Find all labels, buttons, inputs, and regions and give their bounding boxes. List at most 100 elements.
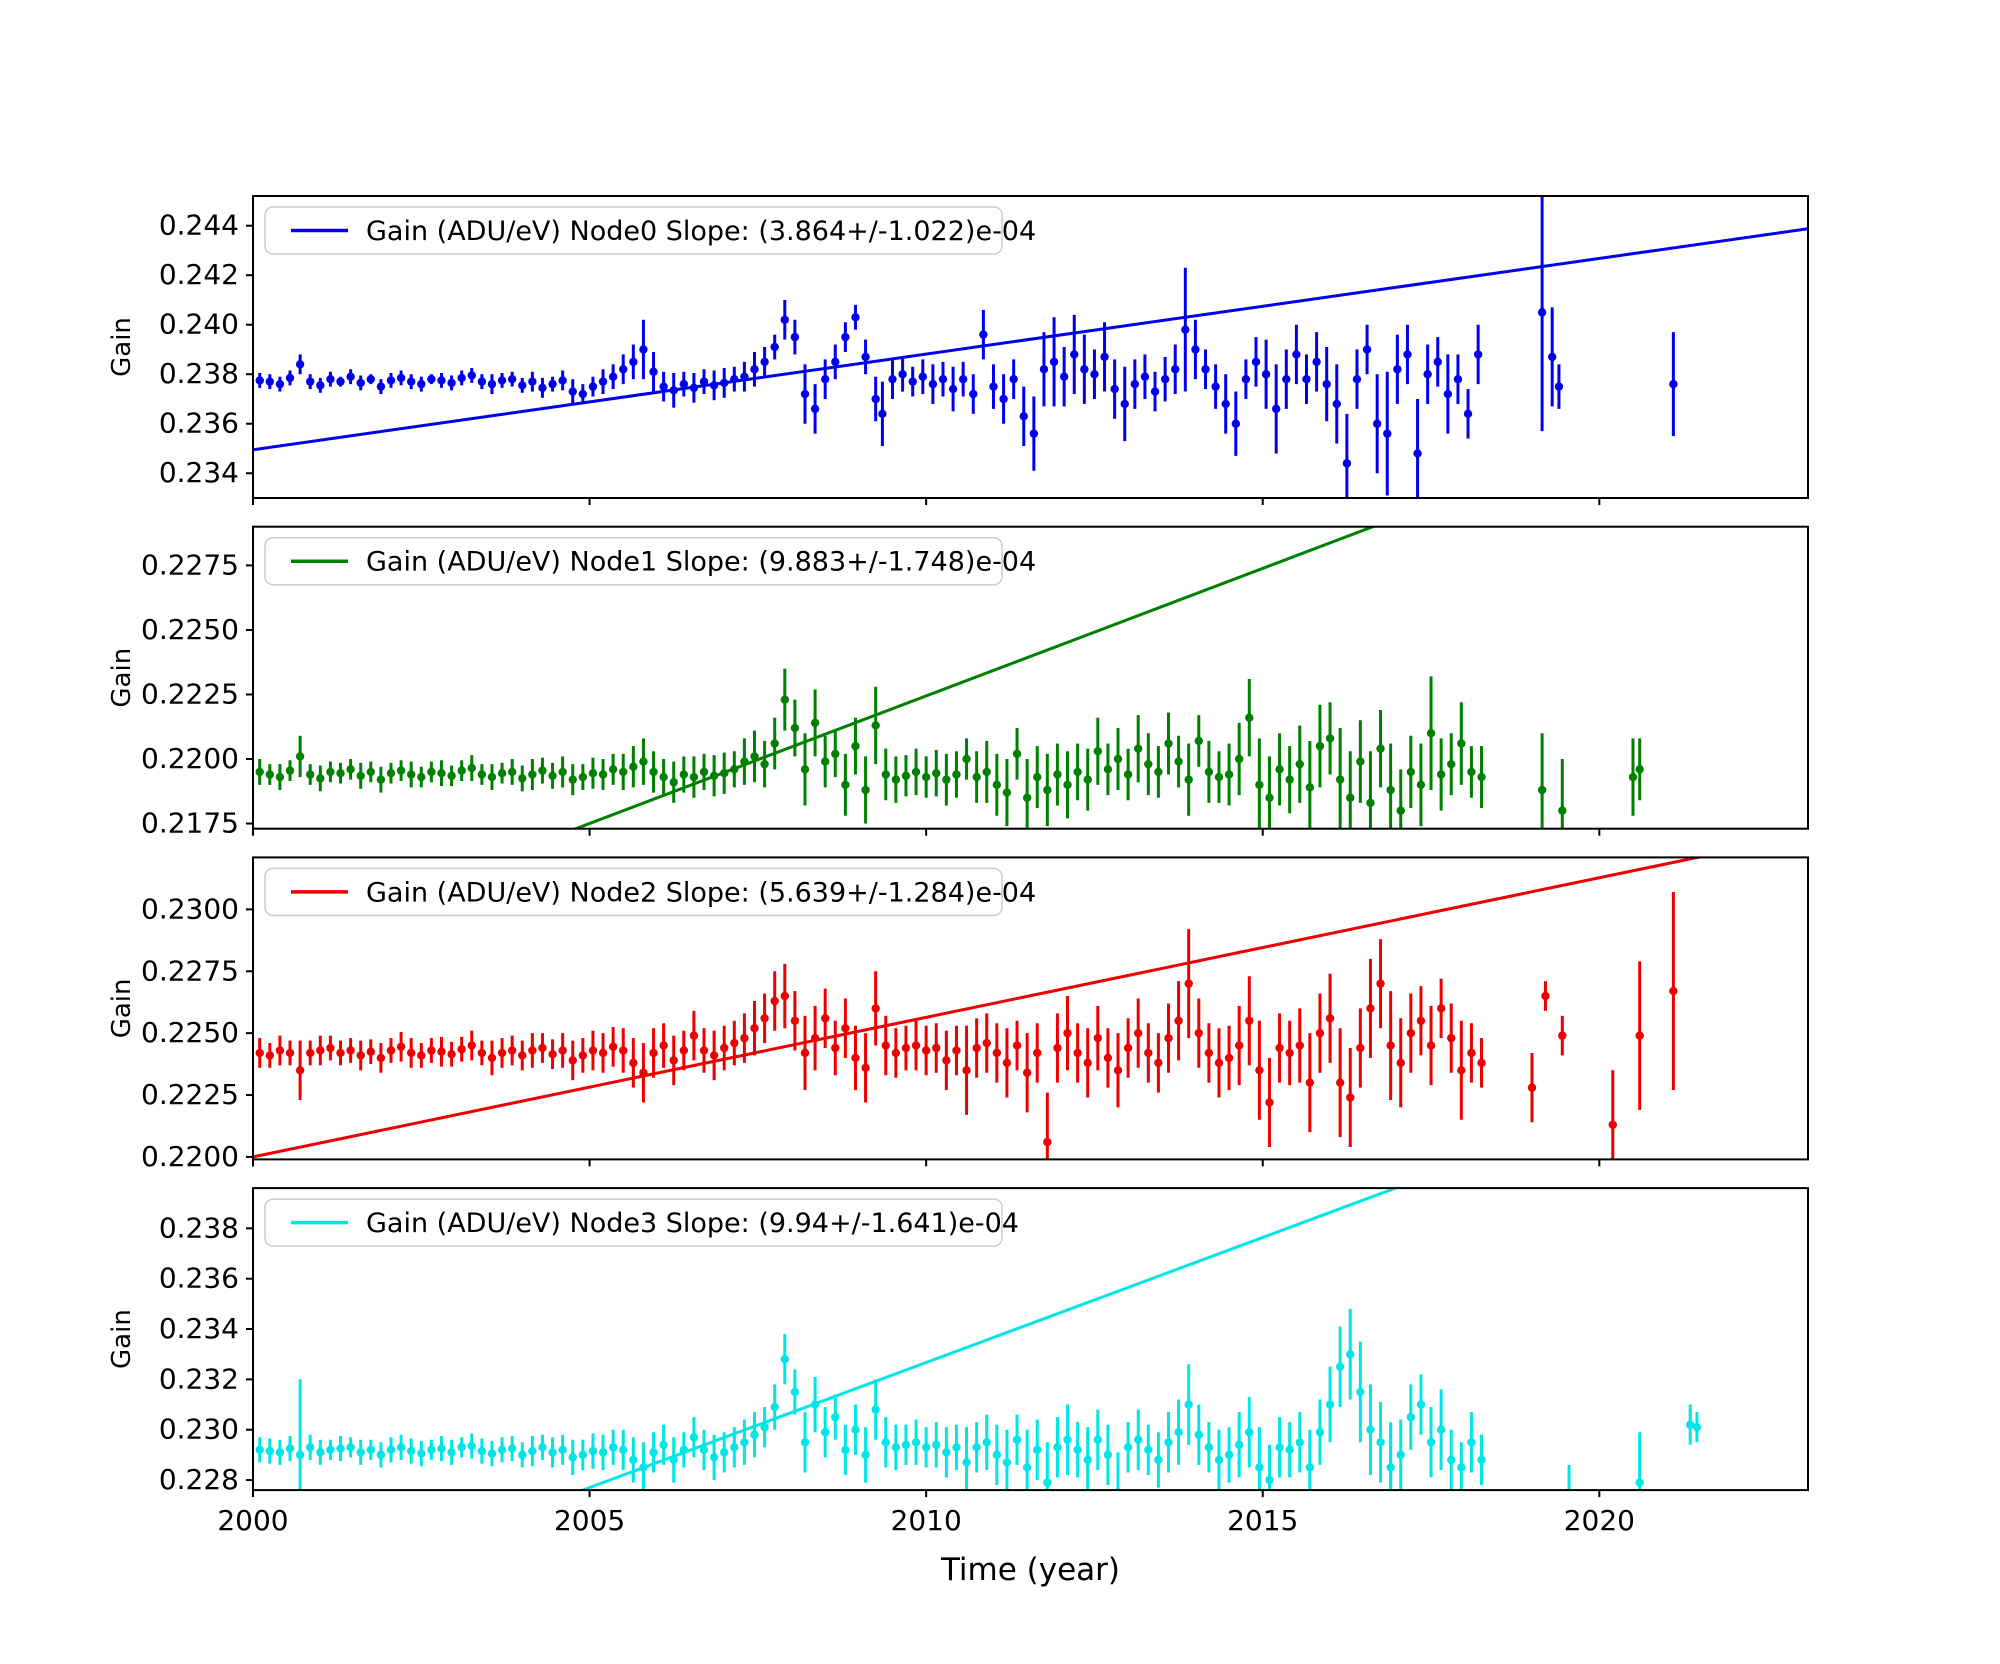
data-point xyxy=(871,1405,880,1414)
data-point xyxy=(1386,785,1395,795)
data-point xyxy=(1113,754,1123,764)
data-point xyxy=(932,769,941,778)
data-point xyxy=(979,330,988,339)
data-point xyxy=(639,345,648,354)
data-point xyxy=(447,378,456,388)
data-point xyxy=(800,389,810,399)
legend-label: Gain (ADU/eV) Node0 Slope: (3.864+/-1.02… xyxy=(366,216,1036,247)
data-point xyxy=(1426,728,1436,738)
data-point xyxy=(689,1031,699,1040)
data-point xyxy=(477,1048,487,1058)
data-point xyxy=(1140,372,1150,381)
data-point xyxy=(1245,1428,1254,1437)
data-point xyxy=(295,752,305,761)
data-point xyxy=(952,770,961,779)
data-point xyxy=(1171,365,1180,374)
data-point xyxy=(982,767,991,777)
data-point xyxy=(518,381,527,390)
data-point xyxy=(709,1453,719,1462)
data-point xyxy=(619,1046,628,1055)
data-point xyxy=(1285,1445,1294,1455)
data-point xyxy=(1204,1443,1214,1452)
data-point xyxy=(1191,345,1200,354)
data-point xyxy=(366,374,376,384)
data-point xyxy=(938,374,948,384)
data-point xyxy=(1416,1016,1426,1025)
data-point xyxy=(568,775,577,784)
data-point xyxy=(457,373,466,383)
data-point xyxy=(972,772,981,782)
data-point xyxy=(578,1051,588,1060)
data-point xyxy=(346,1443,355,1452)
y-tick-label: 0.242 xyxy=(159,258,239,291)
data-point xyxy=(447,1049,456,1059)
data-point xyxy=(316,1046,325,1055)
data-point xyxy=(1457,1463,1466,1472)
data-point xyxy=(275,1448,285,1457)
data-point xyxy=(770,996,779,1006)
data-point xyxy=(992,780,1002,790)
data-point xyxy=(356,378,365,388)
data-point xyxy=(629,1058,638,1068)
data-point xyxy=(1325,1014,1335,1023)
data-point xyxy=(437,1047,446,1056)
data-point xyxy=(538,1043,547,1053)
data-point xyxy=(750,1024,759,1033)
data-point xyxy=(871,721,880,730)
data-point xyxy=(1413,449,1422,458)
data-point xyxy=(750,752,759,761)
data-point xyxy=(699,1445,709,1455)
data-point xyxy=(1295,1438,1304,1447)
data-point xyxy=(265,1051,275,1060)
data-point xyxy=(999,394,1008,404)
data-point xyxy=(1467,1438,1476,1447)
y-tick-label: 0.2200 xyxy=(141,1140,239,1173)
data-point xyxy=(901,771,911,780)
data-point xyxy=(841,1024,850,1033)
data-point xyxy=(911,767,921,777)
data-point xyxy=(1457,739,1466,748)
data-point xyxy=(1322,379,1331,389)
data-point xyxy=(1255,1066,1264,1075)
data-point xyxy=(1547,352,1557,362)
data-point xyxy=(1043,1478,1052,1487)
data-point xyxy=(1346,793,1355,802)
data-point xyxy=(989,382,998,391)
data-point xyxy=(908,377,917,386)
data-point xyxy=(427,767,436,777)
data-point xyxy=(588,1046,598,1055)
data-point xyxy=(1204,767,1214,777)
data-point xyxy=(306,1443,315,1452)
data-point xyxy=(346,1046,355,1055)
data-point xyxy=(406,770,416,779)
data-point xyxy=(619,1445,628,1455)
data-point xyxy=(932,1440,941,1450)
panel-node2: 0.2200 0.2225 0.2250 0.2275 0.2300 Gain Gain (… xyxy=(107,856,1809,1173)
data-point xyxy=(316,1448,325,1457)
data-point xyxy=(659,1440,668,1450)
data-point xyxy=(790,1387,800,1397)
data-point xyxy=(1467,1048,1476,1058)
data-point xyxy=(740,1033,749,1043)
data-point xyxy=(1083,1058,1092,1068)
data-point xyxy=(1261,370,1271,379)
data-point xyxy=(1080,365,1089,374)
data-point xyxy=(528,1446,537,1456)
data-point xyxy=(275,772,285,782)
panel-border xyxy=(252,856,1809,1161)
data-point xyxy=(356,1448,365,1457)
data-point xyxy=(366,1445,376,1455)
x-tick-label: 2020 xyxy=(1564,1504,1635,1537)
data-point xyxy=(507,1046,517,1055)
data-point xyxy=(699,767,709,777)
data-point xyxy=(477,1446,487,1456)
y-tick-label: 0.2175 xyxy=(141,807,239,840)
y-tick-label: 0.234 xyxy=(159,456,239,489)
legend-label: Gain (ADU/eV) Node1 Slope: (9.883+/-1.74… xyxy=(366,547,1036,578)
data-point xyxy=(1282,374,1291,384)
data-point xyxy=(901,1440,911,1450)
data-point xyxy=(568,387,577,396)
data-point xyxy=(881,1041,890,1050)
data-point xyxy=(1009,374,1018,384)
data-point xyxy=(992,1048,1002,1058)
